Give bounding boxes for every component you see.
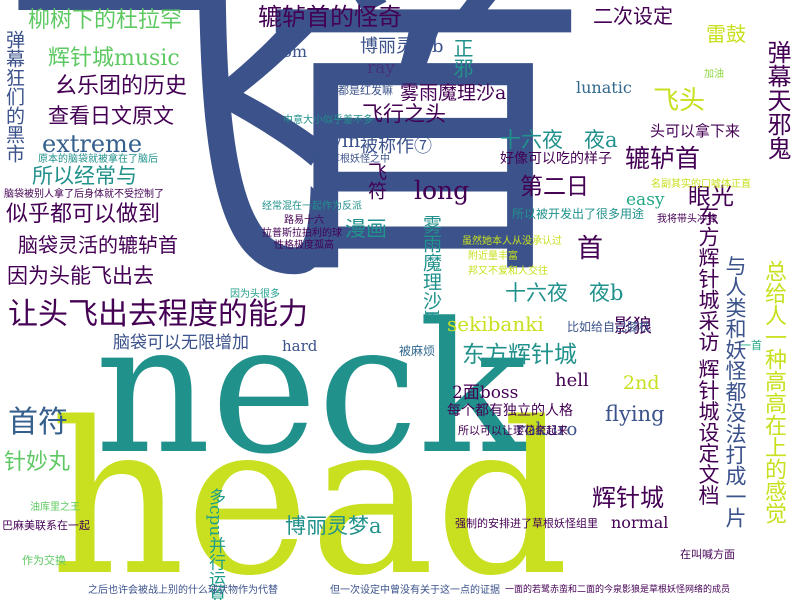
word-manhua: 漫画 xyxy=(345,217,387,241)
word-rokuro: rokuro xyxy=(516,419,578,440)
word-haoxiang: 好像可以吃的样子 xyxy=(500,151,612,167)
word-ratou: 让头飞出去程度的能力 xyxy=(8,297,308,332)
word-tanmu-kuang: 弹幕狂们的黑市 xyxy=(3,30,25,163)
word-feixing: 飞行之头 xyxy=(362,102,446,126)
word-meige: 每个都有独立的人格 xyxy=(447,403,573,419)
word-ray: ray xyxy=(367,58,395,78)
word-2nd: 2nd xyxy=(623,372,660,394)
word-fujin: 附近量丰富 xyxy=(468,251,518,262)
word-chakan: 查看日文原文 xyxy=(48,104,174,128)
word-feifu: 飞符 xyxy=(365,162,387,200)
word-yuelutuan: 幺乐团的历史 xyxy=(55,74,188,99)
word-danyi: 但一次设定中曾没有关于这一点的证据 xyxy=(330,585,500,596)
word-buliao: 原本的脑袋就被拿在了脑后 xyxy=(38,154,158,165)
word-touke: 头可以拿下来 xyxy=(650,122,741,140)
word-zuoweijiaohuan: 作为交换 xyxy=(22,554,66,567)
word-room: room xyxy=(265,42,308,61)
word-shiliu-b: 十六夜 夜b xyxy=(505,281,624,305)
word-bali: 巴麻美联系在一起 xyxy=(2,519,90,532)
word-hell: hell xyxy=(555,370,589,391)
word-erci: 二次设定 xyxy=(593,4,673,28)
word-dongfang-fangtan: 东方辉针城采访 辉针城设定文档 xyxy=(696,205,720,506)
word-leigu: 雷鼓 xyxy=(706,22,746,46)
word-shiliu-a: 十六夜 夜a xyxy=(500,128,618,152)
word-wuyu-a: 雾雨魔理沙a xyxy=(400,82,507,104)
word-yinwei-tou: 因为头很多 xyxy=(230,289,280,300)
word-naodai-linghuo: 脑袋灵活的辘轳首 xyxy=(18,233,178,257)
word-bei-mafan: 被麻烦 xyxy=(399,344,436,358)
word-zonggei: 总给人一种高高在上的感觉 xyxy=(761,260,786,524)
word-huizhen-music: 辉针城music xyxy=(48,46,180,71)
word-head: head xyxy=(50,377,570,600)
word-lagesi: 拉普斯拉拍利的球 xyxy=(262,228,342,239)
word-shou-small: 首 xyxy=(577,234,604,264)
word-neck: neck xyxy=(95,285,528,494)
word-yishou: 一首 xyxy=(740,339,762,352)
word-dongfang-huizhen: 东方辉针城 xyxy=(462,342,577,368)
word-boli-b: 博丽灵梦b xyxy=(360,36,444,57)
word-liushu: 柳树下的杜拉罕 xyxy=(28,8,183,33)
word-zhongyi: 中意大小似乎差不多 xyxy=(283,115,373,126)
word-zaiming: 在叫喊方面 xyxy=(680,548,735,561)
word-suoyi: 所以经常与 xyxy=(32,164,137,188)
word-extreme: extreme xyxy=(42,130,143,158)
word-youran: 油库里之王 xyxy=(30,502,80,513)
word-lujing: 路易十六 xyxy=(284,215,324,226)
word-tanmu: 弹幕天邪鬼 xyxy=(763,40,791,160)
word-yinglang: 影狼 xyxy=(614,315,653,337)
word-yimu: 一面的若鹭赤蛮和二面的今泉影狼是草根妖怪网络的成员 xyxy=(505,585,731,595)
word-long: long xyxy=(414,176,470,205)
word-lulu-guaiqi: 辘轳首的怪奇 xyxy=(258,3,402,31)
word-sihu: 似乎都可以做到 xyxy=(6,202,161,227)
word-zhenmiao: 针妙丸 xyxy=(4,450,71,475)
word-sekibanki: sekibanki xyxy=(447,312,544,336)
word-xingge: 性格极度孤高 xyxy=(274,240,334,251)
word-naodai-wuxian: 脑袋可以无限增加 xyxy=(113,333,249,353)
word-lunatic: lunatic xyxy=(576,78,632,97)
word-hard: hard xyxy=(282,337,318,355)
word-jingchang: 经常混在一起作为反派 xyxy=(262,201,362,212)
word-youyu: 由于草根妖怪之中 xyxy=(310,154,390,165)
word-normal: normal xyxy=(611,513,669,532)
word-shoufu: 首符 xyxy=(8,405,68,440)
word-yinwei: 因为头能飞出去 xyxy=(7,264,154,288)
word-duo-cpu: 多cpu并行运算 xyxy=(205,488,225,600)
word-2mian-boss: 2面boss xyxy=(452,383,519,403)
word-yurenlei: 与人类和妖怪都没法打成一片 xyxy=(723,255,747,528)
word-zhengxie: 正邪 xyxy=(450,38,474,78)
word-zhihou: 之后也许会被战上别的什么球状物作为代替 xyxy=(88,585,278,596)
word-bang: 邦又不爱和人交往 xyxy=(468,266,548,277)
word-suoyi-kaifa: 所以被开发出了很多用途 xyxy=(512,207,645,221)
word-easy: easy xyxy=(626,190,665,210)
word-flying: flying xyxy=(605,402,665,426)
word-feitou: 飞头 xyxy=(653,86,706,116)
word-fanzheng: 反正都是红发嘛 xyxy=(316,84,393,97)
word-jiayou: 加油 xyxy=(704,69,724,80)
word-beichengzuo: 被称作⑦ xyxy=(360,136,432,157)
word-naodai-bei: 脑袋被别人拿了后身体就不受控制了 xyxy=(4,189,164,200)
word-wo-ye: 我将带头冲锋 xyxy=(657,214,717,225)
word-fei: 飞 xyxy=(0,0,345,339)
word-qiangzhi: 强制的安排进了草根妖怪组里 xyxy=(455,517,598,530)
word-huizhencheng2: 辉针城 xyxy=(592,484,664,512)
word-dierri: 第二日 xyxy=(520,174,589,200)
word-lulushou: 辘轳首 xyxy=(625,144,701,173)
word-mingfu: 名副其实的口嘘体正直 xyxy=(651,179,751,190)
word-yanguang: 眼光 xyxy=(688,184,734,210)
word-wuyu-b: 雾雨魔理沙b xyxy=(420,215,442,323)
word-suiran: 虽然她本人从没承认过 xyxy=(462,236,562,247)
word-biru: 比如给自己膝枕 xyxy=(567,320,652,334)
word-twin: twin xyxy=(318,130,361,152)
word-shou: 首 xyxy=(258,0,588,319)
word-boli-a: 博丽灵梦a xyxy=(285,514,382,538)
word-suoyi-yiyuan: 所以可以让璎花牵起来 xyxy=(458,424,568,437)
